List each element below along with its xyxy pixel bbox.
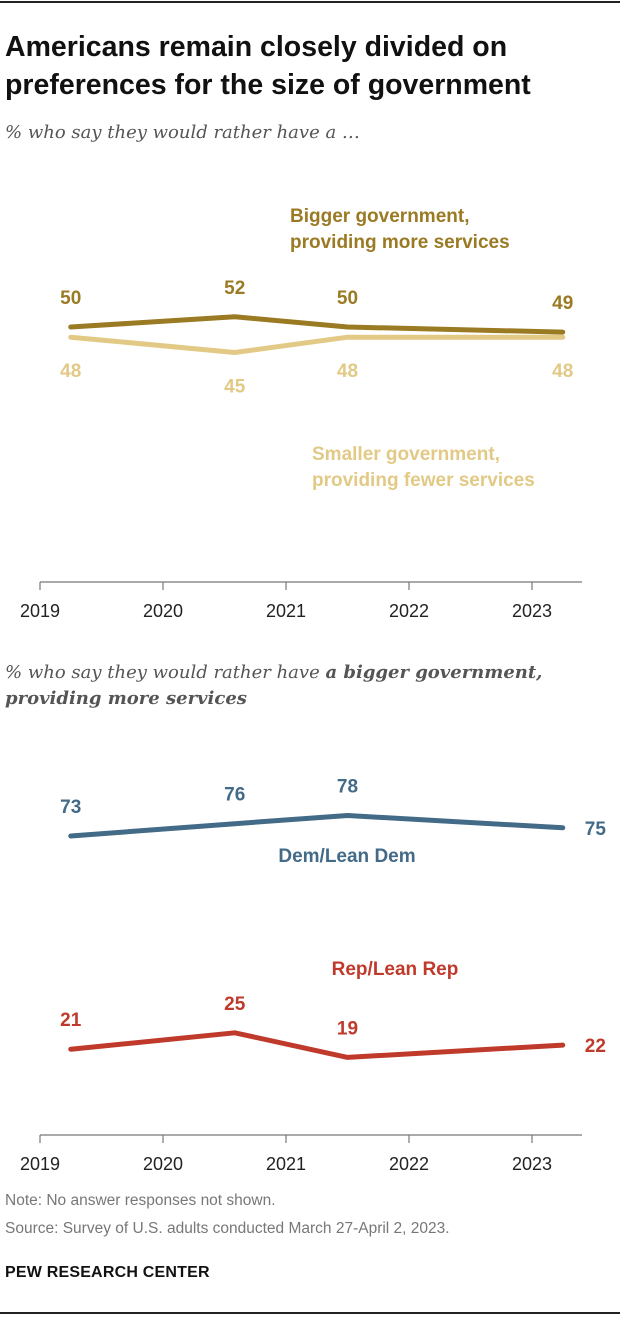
x-tick-label: 2023 <box>512 1154 552 1174</box>
data-label: 48 <box>60 361 81 382</box>
data-label: 48 <box>337 361 358 382</box>
chart-title: Americans remain closely divided on pref… <box>5 31 531 101</box>
data-label: 50 <box>60 288 81 309</box>
data-label: 50 <box>337 288 358 309</box>
x-tick-label: 2020 <box>143 1154 183 1174</box>
series-line-rep-lean-rep <box>68 1030 566 1060</box>
data-label: 52 <box>224 278 245 299</box>
x-tick-label: 2021 <box>266 1154 306 1174</box>
data-label: 78 <box>337 777 358 798</box>
bottom-rule <box>0 1312 620 1314</box>
bottom-chart-subtitle: % who say they would rather have a bigge… <box>5 660 565 712</box>
data-label: 19 <box>337 1018 358 1039</box>
data-label: 73 <box>60 797 81 818</box>
data-label: 45 <box>224 377 246 398</box>
x-tick-label: 2021 <box>266 601 306 621</box>
series-line-smaller-government-providing-fewer-services <box>68 334 566 355</box>
x-tick-label: 2023 <box>512 601 552 621</box>
data-label: 48 <box>552 361 573 382</box>
top-chart-subtitle: % who say they would rather have a … <box>5 122 360 143</box>
x-tick-label: 2020 <box>143 601 183 621</box>
x-tick-label: 2022 <box>389 1154 429 1174</box>
x-tick-label: 2022 <box>389 601 429 621</box>
data-label: 75 <box>585 819 607 840</box>
series-label: providing fewer services <box>312 470 535 491</box>
series-label: Bigger government, <box>290 206 469 227</box>
series-line-bigger-government-providing-more-services <box>68 314 566 335</box>
subtitle-bold: a bigger government, providing more serv… <box>5 662 543 709</box>
data-label: 49 <box>552 293 573 314</box>
source-text: Source: Survey of U.S. adults conducted … <box>5 1220 450 1237</box>
series-label: Rep/Lean Rep <box>332 959 459 980</box>
x-tick-label: 2019 <box>20 1154 60 1174</box>
x-tick-label: 2019 <box>20 601 60 621</box>
subtitle-plain: % who say they would rather have <box>5 662 326 683</box>
series-label: Dem/Lean Dem <box>278 846 415 867</box>
series-line-dem-lean-dem <box>68 813 566 839</box>
data-label: 21 <box>60 1010 82 1031</box>
data-label: 76 <box>224 785 245 806</box>
note-text: Note: No answer responses not shown. <box>5 1192 276 1209</box>
data-label: 22 <box>585 1036 606 1057</box>
data-label: 25 <box>224 994 246 1015</box>
brand-logo-text: PEW RESEARCH CENTER <box>5 1264 210 1281</box>
series-label: Smaller government, <box>312 444 500 465</box>
top-rule <box>0 1 620 3</box>
series-label: providing more services <box>290 232 510 253</box>
